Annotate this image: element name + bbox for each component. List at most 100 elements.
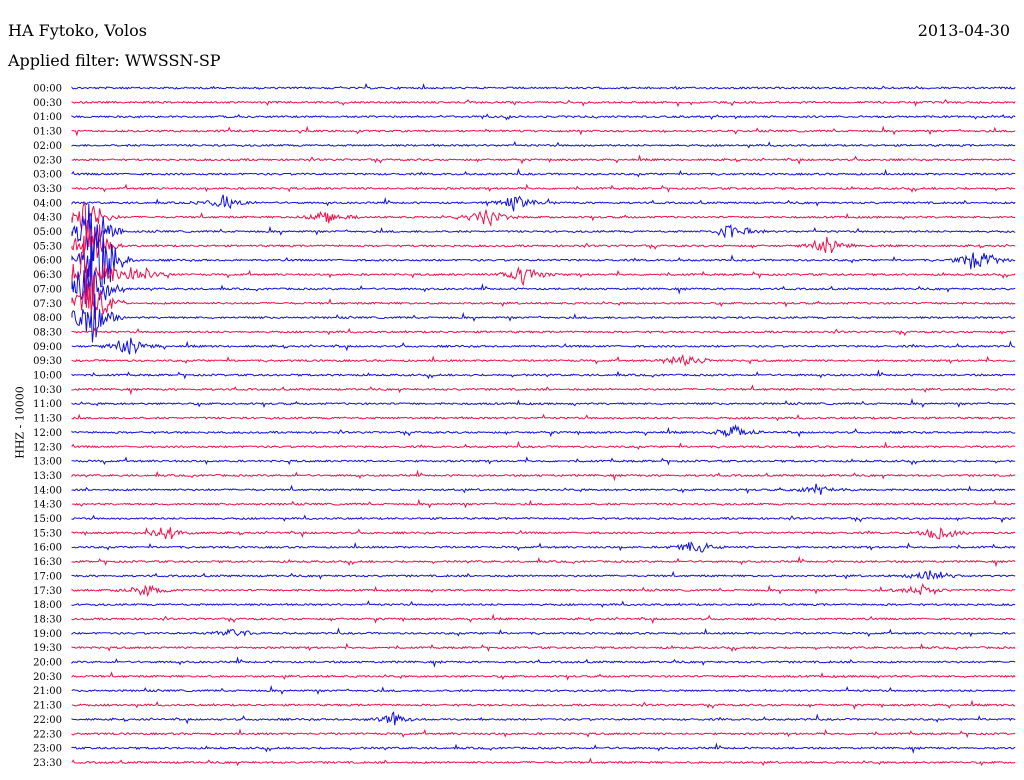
trace-line: [71, 613, 1016, 625]
trace-line: [71, 671, 1016, 681]
trace-line: [71, 154, 1016, 165]
row-time-label: 10:00: [33, 371, 62, 382]
row-time-label: 05:00: [33, 227, 62, 238]
trace-line: [71, 203, 1016, 261]
trace-line: [71, 757, 1016, 767]
trace-line: [71, 526, 1016, 540]
row-time-label: 17:00: [33, 571, 62, 582]
trace-line: [71, 514, 1016, 524]
trace-line: [71, 337, 1016, 355]
row-time-label: 13:30: [33, 471, 62, 482]
trace-line: [71, 353, 1016, 367]
row-time-label: 15:00: [33, 514, 62, 525]
trace-line: [71, 684, 1016, 695]
row-time-label: 16:00: [33, 543, 62, 554]
row-time-label: 14:30: [33, 500, 62, 511]
row-time-label: 06:30: [33, 270, 62, 281]
row-time-label: 00:30: [33, 98, 62, 109]
row-time-label: 16:30: [33, 557, 62, 568]
trace-line: [71, 413, 1016, 422]
trace-line: [71, 168, 1016, 178]
row-time-label: 12:30: [33, 442, 62, 453]
trace-line: [71, 140, 1016, 149]
trace-line: [71, 293, 1016, 343]
row-time-label: 18:30: [33, 614, 62, 625]
trace-line: [71, 113, 1016, 121]
trace-line: [71, 183, 1016, 193]
row-time-label: 20:00: [33, 658, 62, 669]
trace-line: [71, 642, 1016, 653]
row-time-label: 22:00: [33, 715, 62, 726]
row-time-label: 18:00: [33, 600, 62, 611]
trace-line: [71, 742, 1016, 754]
row-time-label: 08:30: [33, 327, 62, 338]
row-time-label: 12:00: [33, 428, 62, 439]
trace-line: [71, 125, 1016, 137]
trace-line: [71, 236, 1016, 305]
trace-line: [71, 424, 1016, 438]
trace-line: [71, 728, 1016, 739]
trace-line: [71, 275, 1016, 320]
row-time-label: 22:30: [33, 729, 62, 740]
row-time-label: 23:30: [33, 758, 62, 769]
row-time-label: 03:00: [33, 170, 62, 181]
row-time-label: 14:00: [33, 485, 62, 496]
row-time-label: 04:00: [33, 198, 62, 209]
trace-line: [71, 582, 1016, 598]
trace-line: [71, 699, 1016, 710]
row-time-label: 11:00: [33, 399, 62, 410]
date-label: 2013-04-30: [917, 21, 1010, 40]
row-time-label: 15:30: [33, 528, 62, 539]
filter-label: Applied filter: WWSSN-SP: [8, 51, 221, 70]
row-time-label: 08:00: [33, 313, 62, 324]
trace-line: [71, 555, 1016, 568]
trace-line: [71, 200, 1016, 236]
row-time-label: 21:00: [33, 686, 62, 697]
row-time-label: 01:00: [33, 112, 62, 123]
row-time-label: 06:00: [33, 256, 62, 267]
row-time-label: 04:30: [33, 213, 62, 224]
trace-line: [71, 627, 1016, 638]
trace-line: [71, 440, 1016, 451]
trace-line: [71, 235, 1016, 307]
row-time-label: 07:30: [33, 299, 62, 310]
row-time-label: 11:30: [33, 414, 62, 425]
trace-line: [71, 327, 1016, 336]
trace-line: [71, 456, 1016, 466]
row-time-label: 20:30: [33, 672, 62, 683]
trace-line: [71, 384, 1016, 396]
trace-line: [71, 82, 1016, 90]
row-time-label: 02:00: [33, 141, 62, 152]
trace-line: [71, 711, 1016, 726]
trace-line: [71, 224, 1016, 260]
trace-line: [71, 483, 1016, 495]
row-time-label: 07:00: [33, 284, 62, 295]
trace-line: [72, 498, 1016, 509]
row-time-label: 23:00: [33, 744, 62, 755]
trace-line: [71, 397, 1016, 409]
trace-line: [71, 570, 1016, 580]
trace-line: [71, 99, 1016, 108]
trace-line: [71, 600, 1016, 608]
row-time-label: 01:30: [33, 127, 62, 138]
trace-line: [71, 369, 1016, 380]
row-time-label: 00:00: [33, 84, 62, 95]
row-time-label: 19:30: [33, 643, 62, 654]
row-time-label: 09:00: [33, 342, 62, 353]
trace-line: [71, 540, 1016, 553]
trace-line: [71, 469, 1016, 482]
row-time-label: 09:30: [33, 356, 62, 367]
row-time-label: 05:30: [33, 241, 62, 252]
row-time-label: 19:00: [33, 629, 62, 640]
row-time-label: 21:30: [33, 701, 62, 712]
station-title: HA Fytoko, Volos: [8, 21, 147, 40]
row-time-label: 03:30: [33, 184, 62, 195]
row-time-label: 13:00: [33, 457, 62, 468]
trace-line: [71, 230, 1016, 288]
row-time-label: 02:30: [33, 155, 62, 166]
trace-line: [71, 194, 1016, 212]
row-time-label: 17:30: [33, 586, 62, 597]
row-time-label: 10:30: [33, 385, 62, 396]
trace-line: [71, 656, 1016, 668]
